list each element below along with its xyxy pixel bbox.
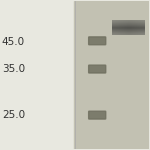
FancyBboxPatch shape bbox=[89, 65, 106, 73]
FancyBboxPatch shape bbox=[89, 37, 106, 45]
Text: 25.0: 25.0 bbox=[2, 110, 25, 120]
Text: 35.0: 35.0 bbox=[2, 64, 25, 74]
Bar bbox=[75, 1, 149, 149]
FancyBboxPatch shape bbox=[89, 111, 106, 119]
Text: 45.0: 45.0 bbox=[2, 37, 25, 46]
